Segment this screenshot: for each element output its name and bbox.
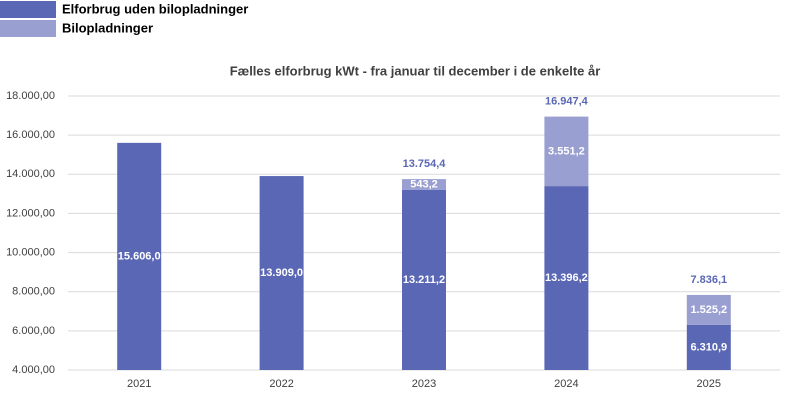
legend-text: Bilopladninger <box>62 20 153 35</box>
bar-segment <box>544 116 589 187</box>
chart-title: Fælles elforbrug kWt - fra januar til de… <box>230 63 601 78</box>
y-tick-label: 14.000,00 <box>6 168 55 180</box>
y-tick-label: 4.000,00 <box>12 364 55 376</box>
total-label: 13.754,4 <box>403 158 447 170</box>
y-tick-label: 16.000,00 <box>6 129 55 141</box>
x-tick-label: 2025 <box>697 378 721 390</box>
legend-swatch <box>0 20 56 37</box>
x-tick-label: 2022 <box>269 378 293 390</box>
y-tick-label: 10.000,00 <box>6 246 55 258</box>
bar-segment <box>117 142 162 370</box>
y-tick-label: 18.000,00 <box>6 90 55 102</box>
x-tick-label: 2021 <box>127 378 151 390</box>
y-tick-label: 6.000,00 <box>12 325 55 337</box>
value-label: 1.525,2 <box>690 304 727 316</box>
legend-text: Elforbrug uden bilopladninger <box>62 1 248 16</box>
y-tick-label: 12.000,00 <box>6 207 55 219</box>
total-label: 16.947,4 <box>545 96 589 108</box>
value-label: 6.310,9 <box>690 341 727 353</box>
bar-segment <box>402 189 446 370</box>
value-label: 543,2 <box>410 178 438 190</box>
value-label: 13.909,0 <box>260 267 303 279</box>
value-label: 3.551,2 <box>548 145 585 157</box>
bar-segment <box>686 324 731 370</box>
total-label: 7.836,1 <box>690 274 727 286</box>
bar-segment <box>686 294 731 325</box>
bar-segment <box>259 176 304 370</box>
x-tick-label: 2024 <box>554 378 578 390</box>
x-tick-label: 2023 <box>412 378 436 390</box>
value-label: 13.211,2 <box>403 274 445 286</box>
bar-segment <box>402 179 446 190</box>
legend-swatch <box>0 1 56 18</box>
value-label: 13.396,2 <box>545 272 588 284</box>
y-tick-label: 8.000,00 <box>12 286 55 298</box>
value-label: 15.606,0 <box>118 250 161 262</box>
bar-segment <box>544 186 589 370</box>
